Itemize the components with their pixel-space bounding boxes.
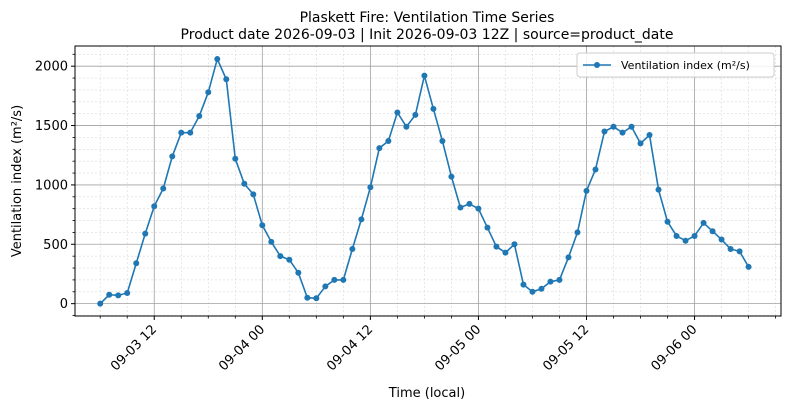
data-point: [160, 185, 167, 192]
data-point: [97, 300, 104, 307]
data-point: [331, 276, 338, 283]
data-point: [484, 224, 491, 231]
data-point: [232, 155, 239, 162]
data-point: [313, 295, 320, 302]
data-point: [277, 253, 284, 260]
legend-box: [576, 52, 775, 78]
data-point: [268, 238, 275, 245]
data-point: [475, 205, 482, 212]
data-point: [259, 222, 266, 229]
data-point: [736, 248, 743, 255]
data-point: [403, 123, 410, 130]
x-tick-label: 09-05 12: [540, 322, 592, 374]
data-point: [286, 256, 293, 263]
data-point: [214, 56, 221, 63]
data-point: [520, 281, 527, 288]
x-tick-label: 09-03 12: [108, 322, 160, 374]
data-point: [349, 246, 356, 253]
legend: Ventilation index (m²/s): [576, 52, 775, 78]
y-axis: 0 500 1000 1500 2000: [35, 53, 75, 316]
major-grid: [75, 46, 781, 316]
chart-title: Plaskett Fire: Ventilation Time Series: [300, 10, 555, 26]
x-axis-label: Time (local): [388, 386, 465, 401]
data-point: [556, 276, 563, 283]
data-point: [205, 89, 212, 96]
legend-label: Ventilation index (m²/s): [621, 59, 750, 72]
y-tick-label: 1000: [35, 178, 68, 193]
data-point: [493, 243, 500, 250]
data-point: [106, 291, 113, 298]
plot-frame: [74, 45, 782, 317]
data-point: [583, 187, 590, 194]
data-point: [565, 254, 572, 261]
x-axis: 09-03 12 09-04 00 09-04 12 09-05 00 09-05 12…: [99, 316, 776, 374]
data-point: [241, 180, 248, 187]
data-point: [196, 113, 203, 120]
data-point: [538, 285, 545, 292]
x-tick-label: 09-06 00: [648, 322, 700, 374]
data-point: [457, 204, 464, 211]
data-point: [115, 292, 122, 299]
data-point: [412, 111, 419, 118]
y-tick-label: 0: [60, 297, 68, 312]
data-point: [124, 289, 131, 296]
data-point: [223, 76, 230, 83]
data-point: [295, 269, 302, 276]
data-point: [727, 246, 734, 253]
data-point: [574, 229, 581, 236]
data-point: [421, 72, 428, 79]
y-tick-label: 1500: [35, 119, 68, 134]
data-point: [691, 232, 698, 239]
data-point: [439, 137, 446, 144]
data-point: [169, 153, 176, 160]
data-point: [547, 278, 554, 285]
data-point: [430, 105, 437, 112]
data-point: [151, 203, 158, 210]
y-tick-label: 2000: [35, 60, 68, 75]
data-point: [718, 236, 725, 243]
data-point: [322, 283, 329, 290]
data-point: [655, 186, 662, 193]
data-point: [394, 109, 401, 116]
data-point: [673, 232, 680, 239]
data-point: [529, 288, 536, 295]
data-point: [709, 228, 716, 235]
data-point: [592, 166, 599, 173]
x-tick-label: 09-05 00: [432, 322, 484, 374]
x-tick-label: 09-04 00: [216, 322, 268, 374]
data-point: [187, 129, 194, 136]
data-point: [601, 128, 608, 135]
data-point: [619, 129, 626, 136]
x-tick-label: 09-04 12: [324, 322, 376, 374]
data-point: [250, 191, 257, 198]
data-point: [178, 129, 185, 136]
data-point: [682, 237, 689, 244]
data-point: [628, 123, 635, 130]
data-point: [466, 200, 473, 207]
data-point: [304, 294, 311, 301]
data-point: [610, 123, 617, 130]
data-point: [637, 140, 644, 147]
data-point: [385, 137, 392, 144]
data-point: [511, 241, 518, 248]
legend-marker: [594, 62, 600, 68]
data-point: [646, 132, 653, 139]
data-point: [502, 249, 509, 256]
data-point: [358, 216, 365, 223]
data-point: [664, 218, 671, 225]
data-point: [367, 184, 374, 191]
data-point: [133, 260, 140, 267]
data-point: [376, 145, 383, 152]
data-point: [142, 230, 149, 237]
y-axis-label: Ventilation index (m²/s): [10, 105, 25, 257]
data-point: [745, 263, 752, 270]
y-tick-label: 500: [43, 238, 68, 253]
data-point: [700, 219, 707, 226]
series-layer: [97, 56, 752, 307]
chart-subtitle: Product date 2026-09-03 | Init 2026-09-0…: [181, 27, 674, 43]
data-point: [448, 173, 455, 180]
data-point: [340, 276, 347, 283]
